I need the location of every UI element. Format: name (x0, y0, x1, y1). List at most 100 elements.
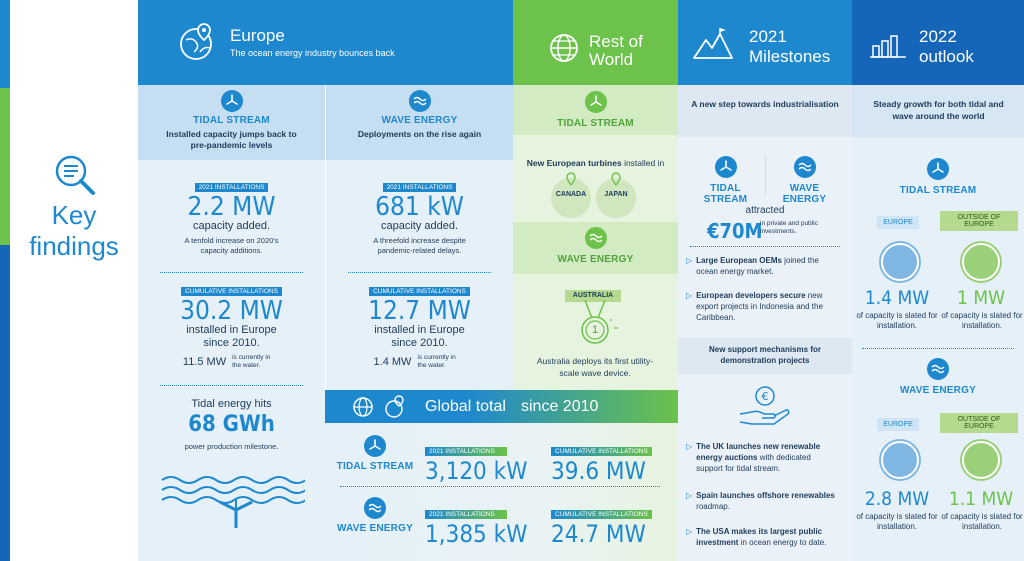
tidal-milestone: power production milestone. (184, 442, 279, 451)
bullet-2a: European developers secure (696, 291, 806, 300)
global-since: since 2010 (521, 398, 599, 415)
globe-pin-icon (385, 395, 404, 418)
global-wave-cumulative: 24.7 MW (551, 520, 646, 548)
hand-coin-icon: € (739, 386, 790, 425)
separator (160, 272, 303, 273)
pin-icon (611, 172, 621, 186)
europe-tidal-cumulative: 30.2 MW (180, 296, 283, 326)
outlook-tidal-eu-txt: of capacity is slated for installation. (856, 311, 938, 330)
milestones-attracted: attracted (745, 205, 785, 216)
bullet-arrow-icon: ▷ (686, 256, 693, 265)
world-globe-icon (962, 441, 1000, 479)
key-findings-title-2: findings (29, 231, 119, 261)
medal-icon (581, 300, 618, 344)
bar-chart-icon (870, 35, 906, 58)
tag-2021-installations: 2021 INSTALLATIONS (425, 447, 507, 456)
europe-wave-installed-txt: capacity added. (380, 220, 459, 232)
turbine-icon (714, 156, 737, 178)
tag-cumulative: CUMULATIVE INSTALLATIONS (551, 447, 652, 456)
outlook-wave: WAVE ENERGY (900, 385, 976, 396)
europe-tidal-installed-txt: capacity added. (192, 220, 271, 232)
separator (690, 246, 840, 247)
australia-label: AUSTRALIA (572, 292, 614, 299)
separator (348, 272, 491, 273)
milestones-head: A new step towards industrialisation (691, 99, 839, 109)
outlook-tidal-out-txt: of capacity is slated for installation. (941, 311, 1023, 330)
bullet-1b: joined the ocean energy market. (696, 256, 819, 276)
pill-europe: EUROPE (877, 418, 919, 431)
mountain-flag-icon (693, 28, 733, 59)
europe-tidal-title: TIDAL STREAM (193, 115, 270, 126)
row-header (513, 0, 678, 85)
divider (765, 155, 766, 195)
row-australia-txt: Australia deploys its first utility-scal… (536, 356, 654, 378)
bullet-4b: roadmap. (696, 502, 730, 511)
global-tidal-cumulative: 39.6 MW (551, 457, 646, 485)
country-japan: JAPAN (604, 191, 628, 198)
global-tidal-installed: 3,120 kW (425, 457, 528, 485)
outlook-wave-eu: 2.8 MW (864, 488, 930, 510)
globe-icon (353, 397, 373, 417)
row-turbines-b: installed in (624, 158, 665, 168)
world-globe-icon (962, 243, 1000, 281)
turbine-icon (927, 158, 949, 180)
europe-wave-cumulative-txt: installed in Europe since 2010. (374, 324, 465, 349)
outlook-head-bg (852, 85, 1024, 137)
tag-2021-installations: 2021 INSTALLATIONS (382, 183, 457, 192)
separator (160, 385, 303, 386)
pin-icon (566, 172, 576, 186)
milestones-tidal: TIDAL STREAM (703, 183, 748, 205)
medal-number: 1 (591, 324, 599, 336)
tag-cumulative: CUMULATIVE INSTALLATIONS (181, 287, 282, 296)
left-stripe (0, 0, 10, 561)
pill-outside-europe: OUTSIDE OF EUROPE (940, 211, 1018, 231)
row-tidal-title: TIDAL STREAM (557, 118, 634, 129)
wave-icon (584, 227, 607, 249)
key-findings-title-1: Key (51, 200, 97, 230)
outlook-wave-eu-txt: of capacity is slated for installation. (856, 512, 938, 531)
bullet-arrow-icon: ▷ (686, 491, 693, 500)
europe-tidal-note: A tenfold increase on 2020's capacity ad… (184, 236, 279, 255)
global-title: Global total (425, 398, 506, 415)
global-wave-label: WAVE ENERGY (337, 523, 413, 534)
europe-globe-icon (881, 243, 919, 281)
europe-wave-title: WAVE ENERGY (381, 115, 458, 126)
europe-wave-headline: Deployments on the rise again (357, 129, 482, 139)
svg-text:€: € (762, 390, 769, 403)
europe-title: Europe (230, 26, 285, 45)
waves-turbine-icon (161, 476, 305, 528)
row-turbines-a: New European turbines (526, 158, 622, 168)
outlook-tidal: TIDAL STREAM (899, 185, 977, 196)
wave-icon (408, 90, 431, 112)
globe-pin-icon (180, 23, 212, 60)
tag-2021-installations: 2021 INSTALLATIONS (425, 510, 507, 519)
bullet-5a: The USA makes its largest public investm… (696, 527, 823, 547)
global-header (325, 390, 678, 423)
europe-wave-note: A threefold increase despite pandemic-re… (373, 236, 466, 255)
milestones-head-bg (678, 85, 852, 137)
row-wave-title: WAVE ENERGY (557, 254, 634, 265)
bullet-arrow-icon: ▷ (686, 442, 693, 451)
bullet-1a: Large European OEMs (696, 256, 782, 265)
search-document-icon (55, 155, 95, 195)
europe-subtitle: The ocean energy industry bounces back (230, 48, 395, 58)
bullet-5b: in ocean energy to date. (738, 538, 827, 547)
tag-2021-installations: 2021 INSTALLATIONS (194, 183, 269, 192)
outlook-tidal-out: 1 MW (957, 287, 1005, 309)
europe-divider (325, 85, 326, 390)
bullet-arrow-icon: ▷ (686, 291, 693, 300)
global-tidal-label: TIDAL STREAM (336, 461, 414, 472)
global-wave-installed: 1,385 kW (425, 520, 528, 548)
tag-cumulative: CUMULATIVE INSTALLATIONS (369, 287, 470, 296)
bullet-2b: new export projects in Indonesia and the… (696, 291, 823, 322)
australia-ribbon: AUSTRALIA (565, 290, 621, 302)
turbine-icon (364, 435, 386, 457)
support-head-bg (678, 338, 852, 374)
bullet-4a: Spain launches offshore renewables (696, 491, 835, 500)
tidal-gwh: 68 GWh (188, 412, 275, 437)
bullet-arrow-icon: ▷ (686, 527, 693, 536)
wave-icon (793, 156, 816, 178)
europe-tidal-water-txt: is currently in the water. (232, 354, 271, 369)
europe-wave-cumulative: 12.7 MW (368, 296, 471, 326)
key-findings-panel: Key findings (10, 0, 138, 561)
